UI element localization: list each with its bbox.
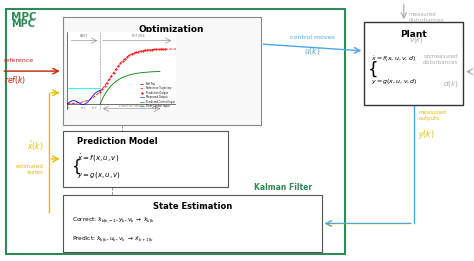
Text: $y(k)$: $y(k)$ (419, 128, 435, 141)
Text: $\hat{x}(k)$: $\hat{x}(k)$ (27, 139, 44, 153)
Text: Optimization: Optimization (139, 25, 204, 34)
Text: $d(k)$: $d(k)$ (443, 79, 458, 89)
Text: $\dot{x} = f(x,u,v,d)$: $\dot{x} = f(x,u,v,d)$ (371, 55, 416, 64)
FancyBboxPatch shape (63, 130, 228, 187)
Text: reference: reference (4, 58, 34, 63)
Text: $v(k)$: $v(k)$ (409, 35, 424, 45)
Text: measured
outputs: measured outputs (419, 110, 446, 121)
Text: Correct: $\hat{x}_{k|k-1}, y_k, v_k \;\rightarrow\; \hat{x}_{k|k}$: Correct: $\hat{x}_{k|k-1}, y_k, v_k \;\r… (72, 216, 155, 225)
Text: unmeasured
disturbances: unmeasured disturbances (423, 54, 458, 65)
FancyBboxPatch shape (63, 195, 322, 252)
Text: MPC: MPC (11, 12, 36, 22)
Text: $u(k)$: $u(k)$ (304, 45, 321, 57)
Text: {: { (71, 159, 81, 174)
Text: estimated
states: estimated states (16, 164, 44, 175)
FancyBboxPatch shape (364, 22, 463, 105)
Text: Kalman Filter: Kalman Filter (254, 183, 312, 192)
Text: State Estimation: State Estimation (153, 201, 232, 211)
Text: $\dot{x} = f(x,u,v)$: $\dot{x} = f(x,u,v)$ (77, 152, 119, 164)
Text: measured
disturbances: measured disturbances (409, 12, 444, 22)
Text: Prediction Model: Prediction Model (77, 137, 157, 146)
Text: Plant: Plant (401, 30, 427, 39)
Text: {: { (368, 61, 379, 79)
Text: $y = g(x,u,v)$: $y = g(x,u,v)$ (77, 170, 121, 180)
Text: Predict: $\hat{x}_{k|k}, u_k, v_k \;\rightarrow\; \hat{x}_{k+1|k}$: Predict: $\hat{x}_{k|k}, u_k, v_k \;\rig… (72, 235, 155, 244)
Text: control moves: control moves (290, 35, 335, 40)
Text: $y = g(x,u,v,d)$: $y = g(x,u,v,d)$ (371, 77, 418, 86)
Text: MPC: MPC (11, 20, 35, 29)
FancyBboxPatch shape (63, 17, 261, 125)
Text: $ref(k)$: $ref(k)$ (4, 74, 26, 86)
